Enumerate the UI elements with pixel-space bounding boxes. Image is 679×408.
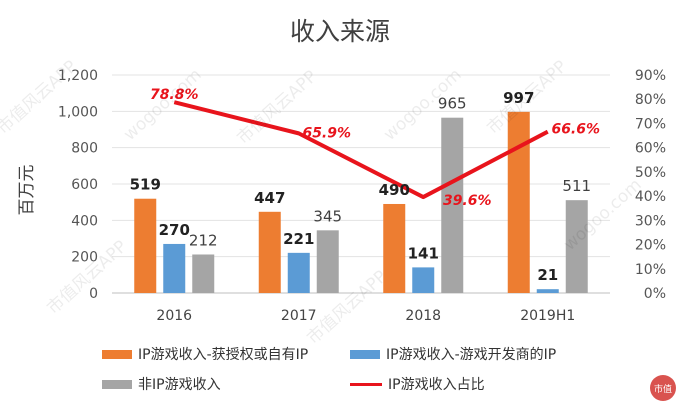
bar	[383, 203, 406, 293]
bar-data-label: 212	[189, 231, 218, 249]
corner-logo-text: 市值	[653, 384, 672, 395]
y2-tick-label: 70%	[635, 116, 666, 132]
y2-tick-label: 60%	[635, 141, 666, 157]
line-data-label: 78.8%	[150, 87, 199, 103]
y-tick-label: 1,200	[58, 68, 98, 84]
x-tick-label: 2019H1	[520, 308, 575, 324]
x-tick-label: 2017	[281, 308, 317, 324]
line-data-label: 65.9%	[302, 125, 351, 141]
legend-label: IP游戏收入-游戏开发商的IP	[386, 347, 557, 363]
bar	[163, 243, 186, 293]
bar-data-label: 447	[254, 189, 285, 207]
y2-tick-label: 80%	[635, 92, 666, 108]
bar	[192, 254, 215, 293]
y2-tick-label: 20%	[635, 238, 666, 254]
share-line	[173, 100, 549, 200]
legend-swatch	[102, 349, 132, 359]
bar	[565, 200, 588, 293]
y-tick-label: 200	[71, 250, 98, 266]
bar-data-label: 490	[379, 181, 410, 199]
bar-data-label: 21	[537, 266, 558, 284]
legend-swatch	[102, 379, 132, 389]
y2-tick-label: 40%	[635, 189, 666, 205]
line-data-label: 39.6%	[443, 193, 492, 209]
data-labels: 519 447 490 997 270 221 141 21 212 345 965 511 78.8%…	[130, 87, 600, 284]
bar	[316, 230, 339, 293]
y-tick-label: 600	[71, 177, 98, 193]
x-tick-label: 2018	[405, 308, 441, 324]
y-axis-label: 百万元	[17, 165, 37, 216]
legend-item: IP游戏收入-游戏开发商的IP	[350, 344, 556, 364]
y2-tick-label: 10%	[635, 262, 666, 278]
y2-tick-label: 30%	[635, 213, 666, 229]
bar-data-label: 345	[313, 207, 342, 225]
bar-data-label: 965	[438, 95, 467, 113]
y-tick-label: 400	[71, 213, 98, 229]
legend-item: IP游戏收入-获授权或自有IP	[102, 344, 308, 364]
legend: IP游戏收入-获授权或自有IP IP游戏收入-游戏开发商的IP 非IP游戏收入 …	[100, 338, 660, 400]
legend-label: IP游戏收入-获授权或自有IP	[138, 347, 309, 363]
y-tick-label: 1,000	[58, 104, 98, 120]
y-axis-right: 0% 10% 20% 30% 40% 50% 60% 70% 80% 90%	[635, 68, 666, 302]
y2-tick-label: 0%	[644, 286, 666, 302]
y-axis-left: 0 200 400 600 800 1,000 1,200	[58, 68, 98, 302]
legend-label: IP游戏收入占比	[388, 377, 485, 393]
legend-line-swatch	[350, 382, 382, 386]
bar	[287, 252, 310, 293]
bar	[536, 289, 559, 293]
bar-data-label: 221	[283, 230, 314, 248]
y-tick-label: 800	[71, 141, 98, 157]
line-data-label: 66.6%	[551, 122, 600, 138]
chart-title: 收入来源	[290, 17, 390, 46]
legend-item: IP游戏收入占比	[350, 374, 485, 394]
legend-swatch	[350, 349, 380, 359]
corner-logo: 市值	[650, 375, 676, 401]
bar-data-label: 997	[503, 89, 534, 107]
bar-data-label: 511	[562, 177, 591, 195]
share-line-series	[173, 100, 549, 200]
bar-data-label: 141	[408, 244, 439, 262]
x-axis: 2016 2017 2018 2019H1	[156, 308, 575, 324]
legend-label: 非IP游戏收入	[138, 377, 221, 393]
legend-item: 非IP游戏收入	[102, 374, 221, 394]
bar	[441, 117, 464, 293]
bar	[258, 211, 281, 293]
bar	[134, 198, 157, 293]
gridlines	[112, 74, 610, 294]
bar-data-label: 270	[159, 221, 190, 239]
bar	[507, 111, 530, 294]
bar-data-label: 519	[130, 176, 161, 194]
bar-series	[134, 111, 588, 294]
y-tick-label: 0	[89, 286, 98, 302]
x-tick-label: 2016	[156, 308, 192, 324]
y2-tick-label: 50%	[635, 165, 666, 181]
bar	[412, 267, 435, 293]
y2-tick-label: 90%	[635, 68, 666, 84]
